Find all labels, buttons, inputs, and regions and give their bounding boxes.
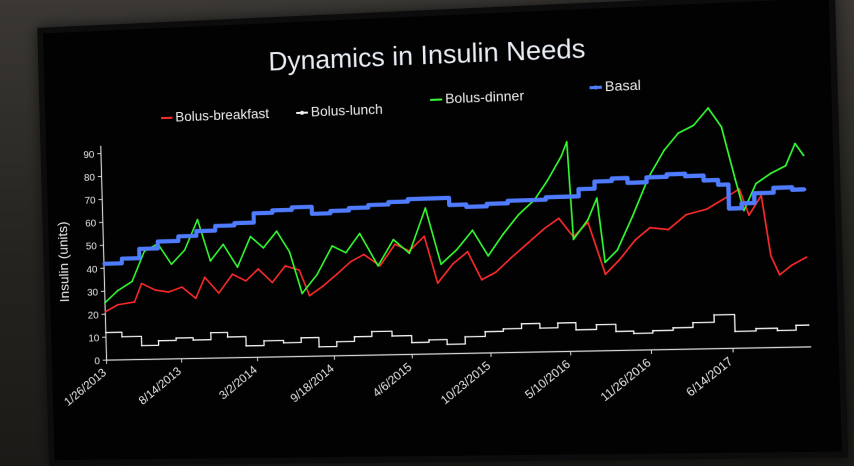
y-tick-label: 70 (84, 196, 96, 207)
legend-marker (300, 111, 304, 115)
legend-label: Bolus-lunch (311, 102, 383, 120)
x-tick-label: 3/2/2014 (216, 362, 260, 402)
y-axis-ticks: 0 10 20 30 40 50 60 70 80 90 (83, 150, 107, 368)
y-tick-label: 90 (83, 150, 95, 161)
y-tick-label: 60 (85, 219, 97, 230)
y-tick-label: 0 (94, 356, 100, 367)
x-tick-label: 1/26/2013 (61, 365, 109, 409)
chart-series (99, 104, 811, 352)
y-tick-label: 50 (86, 242, 98, 253)
x-tick-label: 9/18/2014 (288, 361, 337, 405)
legend-item: Basal (589, 77, 641, 94)
legend-label: Bolus-dinner (445, 88, 525, 106)
y-tick-label: 80 (84, 173, 96, 184)
chart-legend: Bolus-breakfast Bolus-lunch Bolus-dinner Ba… (160, 77, 641, 125)
chart-title: Dynamics in Insulin Needs (268, 33, 586, 77)
legend-label: Bolus-breakfast (175, 106, 269, 125)
legend-item: Bolus-dinner (430, 88, 525, 107)
presentation-slide: Dynamics in Insulin Needs Bolus-breakfas… (43, 0, 842, 460)
projector-screen: Dynamics in Insulin Needs Bolus-breakfas… (37, 0, 848, 466)
x-axis-line (107, 347, 812, 360)
legend-label: Basal (605, 77, 641, 94)
insulin-line-chart: Dynamics in Insulin Needs Bolus-breakfas… (43, 0, 842, 460)
x-tick-label: 4/6/2015 (370, 359, 415, 400)
y-axis-label: Insulin (units) (55, 221, 72, 302)
legend-item: Bolus-lunch (296, 102, 383, 120)
chart-axes (101, 120, 811, 360)
y-tick-label: 30 (87, 287, 99, 298)
x-tick-label: 11/26/2016 (598, 355, 655, 404)
y-tick-label: 10 (88, 333, 100, 344)
series-bolus-lunch (105, 312, 810, 352)
y-tick-label: 20 (88, 310, 100, 321)
y-tick-label: 40 (86, 264, 98, 275)
x-tick-label: 10/23/2015 (438, 358, 494, 407)
x-tick-label: 5/10/2016 (522, 356, 573, 401)
x-tick-label: 6/14/2017 (683, 354, 735, 400)
legend-item: Bolus-breakfast (161, 106, 270, 125)
y-axis-line (101, 146, 107, 360)
x-tick-label: 8/14/2013 (136, 364, 184, 408)
x-axis-ticks: 1/26/2013 8/14/2013 3/2/2014 9/18/2014 4/6/2… (60, 348, 736, 413)
